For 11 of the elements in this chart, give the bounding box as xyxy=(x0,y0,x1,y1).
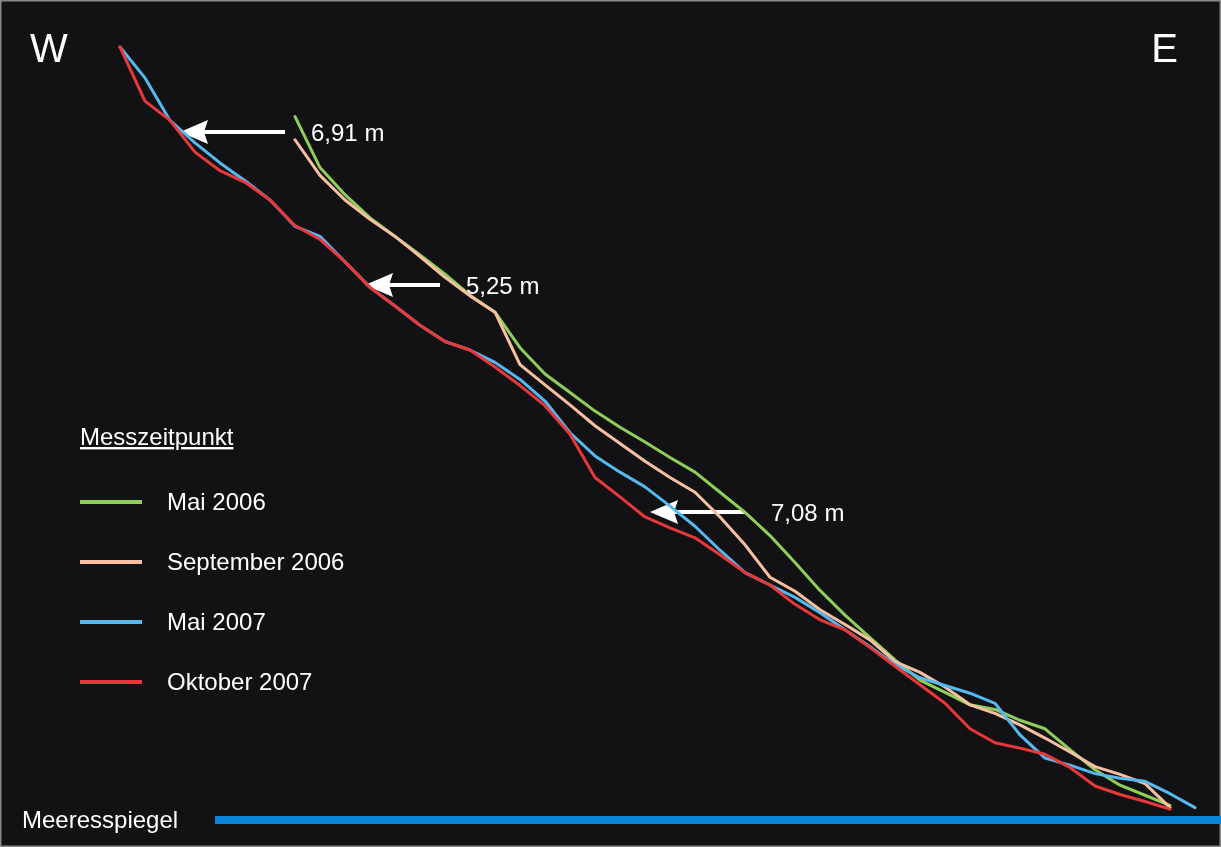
legend-label: Mai 2007 xyxy=(167,608,266,635)
text: W xyxy=(30,26,68,70)
legend-label: Mai 2006 xyxy=(167,488,266,515)
ref-line-label: Meeresspiegel xyxy=(22,806,179,833)
legend-label: September 2006 xyxy=(167,548,345,575)
legend-label: Oktober 2007 xyxy=(167,668,313,695)
annotation: E xyxy=(1151,26,1178,70)
annotation: 6,91 m xyxy=(311,119,385,146)
annotation: 5,25 m xyxy=(466,272,540,299)
annotation: 7,08 m xyxy=(771,499,845,526)
legend-title: Messzeitpunkt xyxy=(80,423,234,450)
